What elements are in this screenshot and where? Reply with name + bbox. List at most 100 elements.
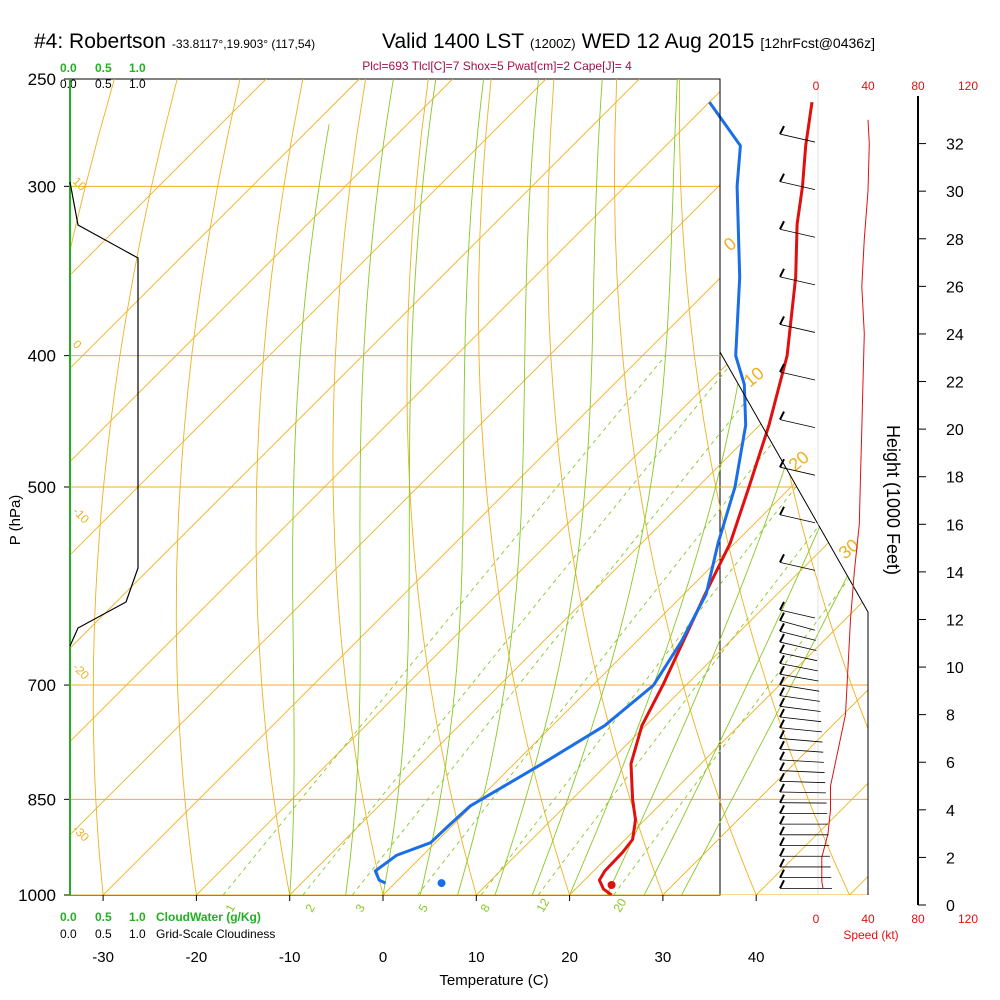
x-tick-label-3: 0 (379, 949, 387, 966)
mixing-ratio-3 (352, 355, 783, 895)
isotherm--60 (70, 79, 640, 649)
wind-barb-flag (779, 363, 785, 373)
speed-axis-label: Speed (kt) (843, 928, 898, 942)
dewpoint-line (373, 101, 748, 885)
mixing-ratio-label-5: 12 (533, 896, 552, 915)
x-tick-label-7: 40 (748, 949, 765, 966)
surface-dewpoint-dot (437, 879, 446, 888)
wind-barb-flag (779, 633, 785, 643)
cloudiness-tick-top-1: 0.5 (95, 77, 112, 91)
dry-adiabat-0 (332, 79, 384, 895)
dry-adiabat--20 (175, 79, 241, 895)
valid-date-text: WED 12 Aug 2015 (582, 30, 755, 53)
wind-barb-flag (779, 751, 785, 761)
wind-barb (779, 609, 816, 619)
dry-adiabat-90 (931, 79, 1000, 895)
wind-barb (779, 727, 822, 733)
isotherm--80 (70, 79, 453, 463)
p-tick-label-2: 400 (28, 347, 56, 366)
isotherm--20 (196, 222, 868, 895)
wind-barb (779, 652, 818, 662)
x-tick-label-5: 20 (561, 949, 578, 966)
wind-barb (779, 641, 817, 651)
isotherm-label-2: -10 (70, 504, 92, 526)
moist-adiabat-4 (419, 79, 485, 895)
isotherm-label-0: 10 (70, 174, 90, 194)
height-tick-label-12: 24 (946, 327, 964, 344)
wind-barb-flag (779, 665, 785, 675)
cloudiness-tick-bottom-0: 0.0 (60, 927, 77, 941)
speed-tick-bottom-2: 80 (911, 912, 925, 926)
p-tick-label-3: 500 (28, 478, 56, 497)
cloudiness-tick-bottom-2: 1.0 (129, 927, 146, 941)
height-tick-label-5: 10 (946, 660, 964, 677)
cloudiness-profile (69, 181, 139, 647)
wind-barb-flag (779, 740, 785, 750)
mixing-ratio-5 (417, 355, 843, 895)
cloudiness-tick-bottom-1: 0.5 (95, 927, 112, 941)
wind-barb-flag (779, 125, 785, 135)
wind-speed-panel: 0 40 80 120 0 40 80 120 Speed (kt) (779, 79, 978, 942)
wind-barb (779, 791, 826, 794)
wind-barb-flag (779, 612, 785, 622)
valid-line: Valid 1400 LST (1200Z) WED 12 Aug 2015 [12h… (382, 30, 875, 53)
y-axis-title: P (hPa) (7, 495, 24, 546)
wind-barb (779, 181, 816, 191)
wind-barb-flag (779, 858, 785, 868)
wind-barb (779, 514, 816, 524)
speed-tick-bottom-3: 120 (958, 912, 978, 926)
utc-time-text: (1200Z) (530, 36, 576, 51)
cloudwater-tick-top-1: 0.5 (95, 61, 112, 75)
mixing-ratio-label-1: 2 (302, 901, 318, 914)
wind-barb (779, 630, 816, 641)
wind-barb-flag (779, 794, 785, 804)
cloudwater-tick-bottom-1: 0.5 (95, 910, 112, 924)
station-coords-text: -33.8117°,19.903° (117,54) (172, 37, 315, 51)
moist-adiabat-28 (643, 410, 868, 895)
moist-adiabat--10 (289, 124, 330, 895)
wind-barb-flag (779, 173, 785, 183)
wind-barb (779, 663, 818, 672)
cloudwater-tick-top-2: 1.0 (129, 61, 146, 75)
wind-barb (779, 228, 816, 238)
isotherm--100 (70, 79, 267, 276)
height-tick-label-6: 12 (946, 612, 964, 629)
height-tick-label-10: 20 (946, 422, 964, 439)
wind-barb-flag (779, 847, 785, 857)
wind-barb-flag (779, 220, 785, 230)
height-tick-label-15: 30 (946, 184, 964, 201)
height-tick-label-8: 16 (946, 517, 964, 534)
wind-barb-flag (779, 676, 785, 686)
height-tick-label-11: 22 (946, 375, 964, 392)
wind-barbs (779, 125, 832, 889)
mixing-ratio-label-4: 8 (477, 901, 493, 914)
p-tick-label-1: 300 (28, 177, 56, 196)
x-tick-label-0: -30 (92, 949, 114, 966)
speed-tick-bottom-1: 40 (861, 912, 875, 926)
wind-barb-flag (779, 826, 785, 836)
wind-barb (779, 466, 816, 476)
height-tick-label-0: 0 (946, 898, 955, 915)
dry-adiabat-40 (614, 79, 757, 895)
forecast-tag-text: [12hrFcst@0436z] (760, 35, 875, 51)
wind-barb (779, 324, 816, 333)
height-tick-label-4: 8 (946, 708, 955, 725)
moist-adiabat-16 (531, 79, 678, 895)
cloudwater-label: CloudWater (g/Kg) (156, 910, 261, 924)
isotherm--10 (289, 316, 868, 895)
dry-adiabat-50 (678, 79, 850, 895)
wind-barb (779, 419, 816, 428)
dry-adiabat--10 (255, 79, 304, 895)
station-name-text: #4: Robertson (34, 30, 166, 53)
x-tick-label-2: -10 (279, 949, 301, 966)
x-tick-label-4: 10 (468, 949, 485, 966)
wind-speed-line (821, 119, 870, 889)
x-tick-label-6: 30 (655, 949, 672, 966)
speed-tick-top-1: 40 (861, 79, 875, 93)
wind-barb (779, 780, 826, 784)
speed-tick-bottom-0: 0 (813, 912, 820, 926)
p-tick-label-4: 700 (28, 676, 56, 695)
isotherm-50 (849, 875, 868, 895)
